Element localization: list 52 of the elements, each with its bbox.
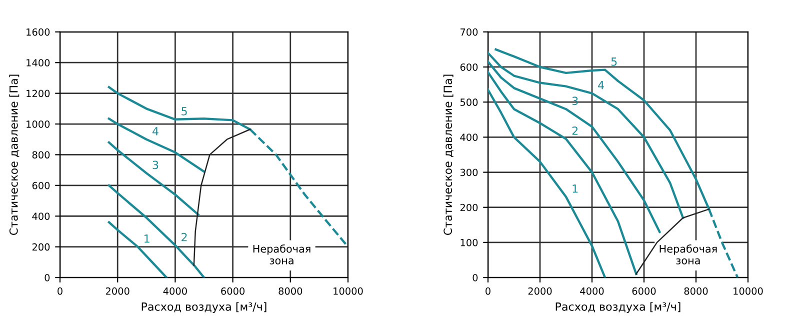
y-tick-label: 1600 <box>26 28 50 36</box>
line-series <box>488 88 606 278</box>
line-series <box>108 141 200 216</box>
series-label: 5 <box>611 58 617 66</box>
y-tick-label: 1000 <box>26 120 50 128</box>
x-tick-label: 8000 <box>684 287 708 295</box>
y-tick-label: 700 <box>460 28 478 36</box>
x-tick-label: 0 <box>58 287 62 295</box>
line-series <box>108 118 206 173</box>
y-tick-label: 200 <box>32 243 50 251</box>
series-label: 1 <box>144 234 150 243</box>
y-tick-label: 1200 <box>26 90 50 98</box>
y-tick-label: 400 <box>460 134 478 141</box>
y-tick-label: 500 <box>460 98 478 106</box>
line-series <box>488 71 638 276</box>
y-tick-label: 100 <box>460 238 478 246</box>
series-label: 2 <box>572 126 578 135</box>
series-label: 1 <box>572 184 578 193</box>
y-tick-label: 800 <box>32 151 50 159</box>
line-series <box>108 184 206 278</box>
line-series <box>488 52 684 219</box>
x-tick-label: 10000 <box>734 287 763 295</box>
series-label: 4 <box>152 127 158 136</box>
x-tick-label: 4000 <box>163 287 187 295</box>
y-tick-label: 0 <box>472 274 478 282</box>
x-tick-label: 0 <box>486 287 490 295</box>
x-tick-label: 6000 <box>632 287 656 295</box>
annotation: Нерабочая зона <box>253 244 310 264</box>
x-tick-label: 4000 <box>580 287 604 295</box>
y-axis-title: Статическое давление [Па] <box>9 74 20 235</box>
y-tick-label: 300 <box>460 168 478 176</box>
x-tick-label: 10000 <box>334 287 363 295</box>
x-axis-title: Расход воздуха [м³/ч] <box>556 302 680 313</box>
y-tick-label: 200 <box>460 204 478 212</box>
line-series <box>108 221 168 278</box>
y-tick-label: 600 <box>32 182 50 190</box>
y-tick-label: 600 <box>460 63 478 71</box>
y-axis-title: Статическое давление [Па] <box>443 74 454 235</box>
y-tick-label: 400 <box>32 212 50 220</box>
x-tick-label: 2000 <box>528 287 552 295</box>
x-tick-label: 8000 <box>278 287 302 295</box>
series-label: 5 <box>182 107 187 116</box>
line-series <box>193 128 251 266</box>
series-label: 4 <box>598 81 604 90</box>
annotation: Нерабочая зона <box>660 244 717 264</box>
x-tick-label: 2000 <box>106 287 130 295</box>
y-tick-label: 1400 <box>26 59 50 66</box>
y-tick-label: 0 <box>44 274 50 282</box>
x-axis-title: Расход воздуха [м³/ч] <box>142 302 266 313</box>
series-label: 3 <box>152 160 158 170</box>
x-tick-label: 6000 <box>221 287 245 295</box>
series-label: 2 <box>182 232 187 242</box>
